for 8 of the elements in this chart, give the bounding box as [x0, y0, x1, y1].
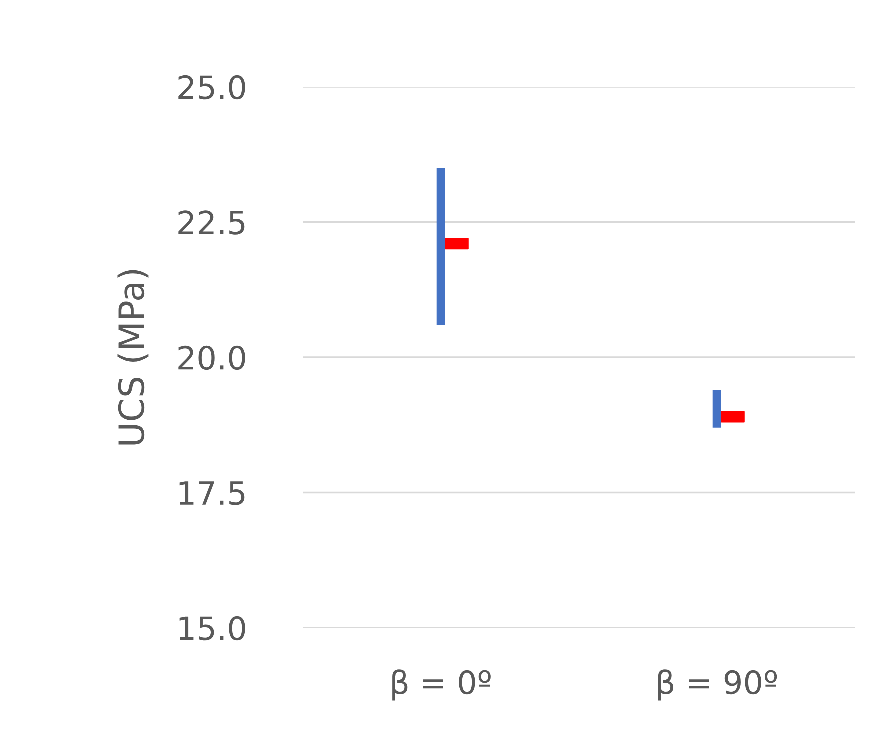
y-tick-label: 17.5 [180, 482, 245, 506]
y-tick-label: 22.5 [178, 210, 245, 235]
y-tick-label: 25.0 [178, 75, 246, 100]
x-tick-label: β = 90º [658, 670, 778, 701]
y-tick-label: 15.0 [180, 616, 246, 641]
y-axis-title: UCS (MPa) [118, 270, 149, 445]
x-tick-label: β = 0º [392, 670, 491, 701]
y-tick-label: 20.0 [178, 346, 246, 370]
